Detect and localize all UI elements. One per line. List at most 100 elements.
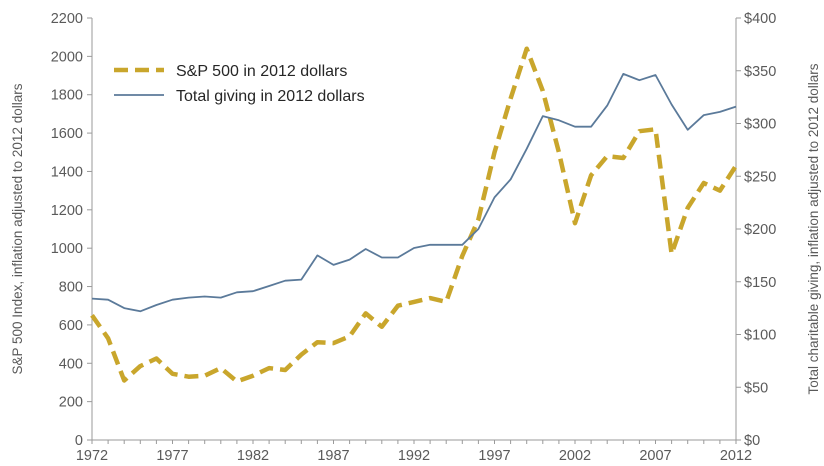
data-point [510,179,511,180]
data-point [526,148,527,149]
data-point [736,165,737,166]
data-point [220,297,221,298]
data-point [333,264,334,265]
data-point [591,126,592,127]
y-tick-label-right: $150 [744,275,776,291]
series-sp500 [90,46,738,384]
y-tick-label-right: $300 [744,117,776,133]
data-point [108,299,109,300]
y-tick-label-right: $350 [744,64,776,80]
data-point [140,311,141,312]
x-tick-label: 1987 [317,448,349,464]
data-point [510,98,511,99]
x-tick-label: 1982 [237,448,269,464]
y-tick-label-right: $400 [744,11,776,27]
data-point [703,183,704,184]
data-point [607,105,608,106]
data-point [671,104,672,105]
data-point [542,116,543,117]
data-point [108,338,109,339]
x-tick-label: 1997 [478,448,510,464]
x-tick-label: 2007 [639,448,671,464]
x-tick-label: 2012 [720,448,752,464]
y-tick-label-left: 2000 [51,49,83,65]
data-point [719,190,720,191]
data-point [575,223,576,224]
data-point [494,152,495,153]
data-point [575,126,576,127]
data-point [462,255,463,256]
series-line-total-giving [91,73,737,313]
y-tick-label-left: 1800 [51,88,83,104]
data-point [285,280,286,281]
data-point [188,376,189,377]
data-point [414,301,415,302]
legend: S&P 500 in 2012 dollars Total giving in … [114,63,365,105]
data-point [607,156,608,157]
data-point [639,131,640,132]
data-point [92,315,93,316]
data-point [317,342,318,343]
data-point [430,298,431,299]
data-point [687,207,688,208]
data-point [655,129,656,130]
data-point [236,292,237,293]
y-axis-title-left: S&P 500 Index, inflation adjusted to 201… [10,83,25,374]
y-axis-title-right: Total charitable giving, inflation adjus… [806,63,821,394]
data-point [253,291,254,292]
data-point [462,244,463,245]
data-point [494,197,495,198]
data-point [687,129,688,130]
data-point [220,368,221,369]
data-point [269,368,270,369]
data-point [381,257,382,258]
x-tick-label: 1972 [76,448,108,464]
data-point [623,158,624,159]
data-point [591,175,592,176]
series-line-sp500 [90,46,738,384]
data-point [558,120,559,121]
legend-label-total-giving: Total giving in 2012 dollars [176,88,365,105]
data-point [719,111,720,112]
x-tick-label: 1992 [398,448,430,464]
data-point [671,253,672,254]
data-point [140,366,141,367]
y-tick-label-right: $200 [744,222,776,238]
legend-label-sp500: S&P 500 in 2012 dollars [176,63,347,80]
data-point [703,115,704,116]
y-tick-label-left: 1400 [51,164,83,180]
y-tick-label-right: $50 [744,380,768,396]
data-point [639,80,640,81]
x-tick-label: 1977 [156,448,188,464]
y-tick-label-right: $250 [744,169,776,185]
data-point [478,229,479,230]
y-tick-label-left: 200 [59,395,83,411]
data-point [446,301,447,302]
data-point [92,298,93,299]
data-point [204,296,205,297]
data-point [188,297,189,298]
data-point [333,343,334,344]
data-point [124,380,125,381]
data-point [397,305,398,306]
axes: 0 200 400 600 800 1000 1200 1400 1600 1800 2000 220… [51,11,777,464]
data-point [156,358,157,359]
data-point [317,255,318,256]
y-tick-label-left: 1200 [51,203,83,219]
data-point [349,259,350,260]
data-point [414,248,415,249]
data-point [365,249,366,250]
y-tick-label-right: $100 [744,328,776,344]
data-point [285,370,286,371]
data-point [397,257,398,258]
data-point [301,279,302,280]
data-point [204,375,205,376]
data-point [156,305,157,306]
y-tick-label-left: 1600 [51,126,83,142]
data-point [430,244,431,245]
y-tick-label-left: 0 [75,433,83,449]
data-point [526,48,527,49]
x-tick-label: 2002 [559,448,591,464]
data-point [349,336,350,337]
data-point [124,308,125,309]
